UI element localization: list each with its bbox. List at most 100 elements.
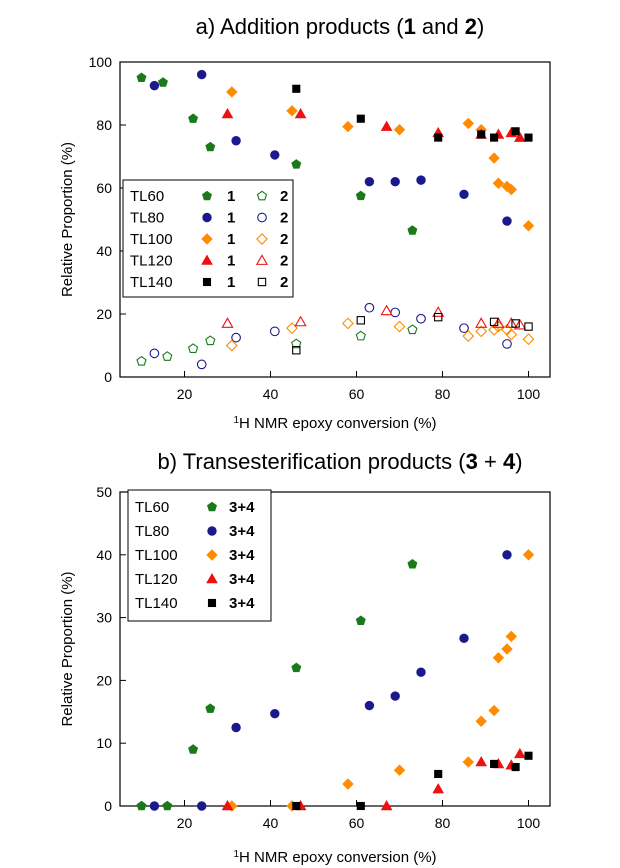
legend-label: 3+4 xyxy=(229,523,255,540)
point-tl120-filled xyxy=(380,800,393,811)
y-tick-label: 40 xyxy=(96,243,112,259)
legend-label: 1 xyxy=(227,253,235,270)
chart-b-y-ticks: 0 10 20 30 40 50 xyxy=(96,484,126,814)
point-tl100-p1-filled xyxy=(342,120,354,133)
point-tl100-filled xyxy=(501,643,513,655)
chart-b-data-points xyxy=(136,549,535,812)
point-tl120-filled xyxy=(475,756,488,767)
point-tl100-p1-filled xyxy=(492,177,505,190)
legend-label: 3+4 xyxy=(229,499,255,516)
point-tl80-p2-open xyxy=(364,302,375,313)
point-tl120-p1-filled xyxy=(514,131,526,142)
point-tl140-filled xyxy=(524,751,533,760)
x-tick-label: 100 xyxy=(517,386,541,402)
point-tl140-p1-filled xyxy=(356,114,365,123)
point-tl60-p2-open xyxy=(407,324,418,335)
legend-series-name: TL60 xyxy=(135,499,169,516)
point-tl140-p2-open xyxy=(489,317,499,327)
point-tl100-filled xyxy=(492,652,505,664)
point-tl100-p2-open xyxy=(341,317,354,330)
point-tl80-filled xyxy=(364,700,375,711)
point-tl100-filled xyxy=(522,549,535,561)
point-tl80-p2-open xyxy=(196,359,207,370)
point-tl80-filled xyxy=(459,633,469,644)
point-tl60-p1-filled xyxy=(355,190,366,201)
legend-label: 3+4 xyxy=(229,547,255,564)
point-tl60-p2-open xyxy=(355,330,366,341)
point-tl60-p2-open xyxy=(136,355,147,366)
point-tl120-p2-open xyxy=(513,318,527,330)
legend-marker-open xyxy=(257,277,267,287)
point-tl100-filled xyxy=(475,715,487,727)
chart-b-title: b) Transesterification products (3 + 4) xyxy=(157,449,522,474)
legend-marker-filled xyxy=(206,573,218,584)
point-tl80-p1-filled xyxy=(459,189,469,200)
point-tl120-p2-open xyxy=(294,315,307,327)
point-tl140-filled xyxy=(490,759,499,768)
y-tick-label: 50 xyxy=(96,484,112,500)
point-tl100-p2-open xyxy=(505,328,518,341)
point-tl60-p1-filled xyxy=(136,72,147,82)
chart-a-data-points xyxy=(136,69,535,370)
point-tl140-filled xyxy=(356,801,365,811)
legend-series-name: TL120 xyxy=(130,253,173,270)
point-tl140-filled xyxy=(292,801,301,811)
point-tl140-p2-open xyxy=(511,319,520,328)
point-tl100-p1-filled xyxy=(505,183,518,196)
point-tl120-p2-open xyxy=(492,317,505,328)
y-tick-label: 60 xyxy=(96,180,112,196)
legend-label: 2 xyxy=(280,253,288,270)
point-tl80-p1-filled xyxy=(270,150,280,160)
y-tick-label: 10 xyxy=(96,735,112,751)
point-tl80-filled xyxy=(149,801,160,811)
legend-marker-filled xyxy=(202,277,212,287)
point-tl120-filled xyxy=(432,783,445,794)
point-tl100-p1-filled xyxy=(522,220,535,232)
y-tick-label: 20 xyxy=(96,306,112,322)
point-tl140-p2-open xyxy=(524,322,533,331)
point-tl100-p2-open xyxy=(475,325,488,338)
point-tl120-filled xyxy=(221,800,234,811)
point-tl140-p2-open xyxy=(433,312,443,322)
point-tl120-p1-filled xyxy=(380,120,393,131)
x-tick-label: 80 xyxy=(435,386,451,402)
legend-series-name: TL60 xyxy=(130,188,164,205)
point-tl100-p1-filled xyxy=(286,105,298,117)
point-tl80-p2-open xyxy=(149,348,160,359)
legend-label: 1 xyxy=(227,210,235,227)
point-tl120-filled xyxy=(514,747,526,759)
point-tl60-p1-filled xyxy=(407,225,418,235)
legend-label: 1 xyxy=(227,231,235,248)
chart-a-legend: TL60 1 2 TL80 1 2 TL100 1 2 TL120 1 2 TL140 1 2 xyxy=(122,179,294,298)
point-tl60-p1-filled xyxy=(291,159,302,169)
chart-b-x-axis-label: 1H NMR epoxy conversion (%) xyxy=(233,849,436,867)
legend-marker-open xyxy=(255,254,269,265)
legend-marker-filled xyxy=(202,190,212,201)
point-tl80-p2-open xyxy=(231,332,241,343)
point-tl100-p2-open xyxy=(462,330,475,342)
x-tick-label: 60 xyxy=(349,815,365,831)
chart-a-x-ticks: 20 40 60 80 100 xyxy=(177,371,541,402)
point-tl100-filled xyxy=(462,756,475,768)
legend-marker-filled xyxy=(207,598,217,608)
point-tl80-filled xyxy=(390,691,400,701)
x-tick-label: 60 xyxy=(349,386,365,402)
point-tl140-p2-open xyxy=(292,346,301,355)
point-tl60-filled xyxy=(162,800,173,811)
legend-series-name: TL140 xyxy=(130,274,173,291)
chart-b-plot-frame xyxy=(119,491,551,807)
point-tl100-p1-filled xyxy=(488,152,500,164)
legend-marker-filled xyxy=(207,526,217,536)
legend-marker-filled xyxy=(201,254,213,265)
legend-marker-filled xyxy=(202,212,212,223)
chart-b-y-axis-label: Relative Proportion (%) xyxy=(59,571,76,726)
legend-marker-filled xyxy=(201,233,213,245)
point-tl140-p1-filled xyxy=(434,133,443,142)
point-tl100-p2-open xyxy=(225,339,238,352)
y-tick-label: 0 xyxy=(104,369,112,385)
point-tl60-p2-open xyxy=(291,338,302,349)
point-tl100-p2-open xyxy=(393,320,406,333)
chart-b-legend-box xyxy=(127,489,272,622)
chart-b-legend: TL60 3+4 TL80 3+4 TL100 3+4 TL120 3+4 TL140 3+4 xyxy=(127,489,272,622)
